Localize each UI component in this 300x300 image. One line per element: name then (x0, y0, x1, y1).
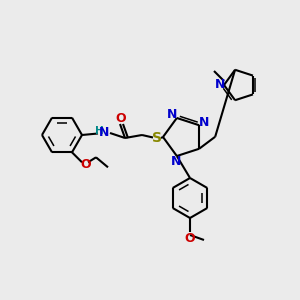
Text: N: N (199, 116, 209, 129)
Text: N: N (99, 127, 109, 140)
Text: O: O (185, 232, 195, 244)
Text: N: N (215, 79, 225, 92)
Text: N: N (167, 109, 177, 122)
Text: H: H (94, 126, 103, 136)
Text: N: N (171, 154, 181, 167)
Text: O: O (81, 158, 91, 171)
Text: S: S (152, 131, 162, 145)
Text: O: O (116, 112, 126, 124)
